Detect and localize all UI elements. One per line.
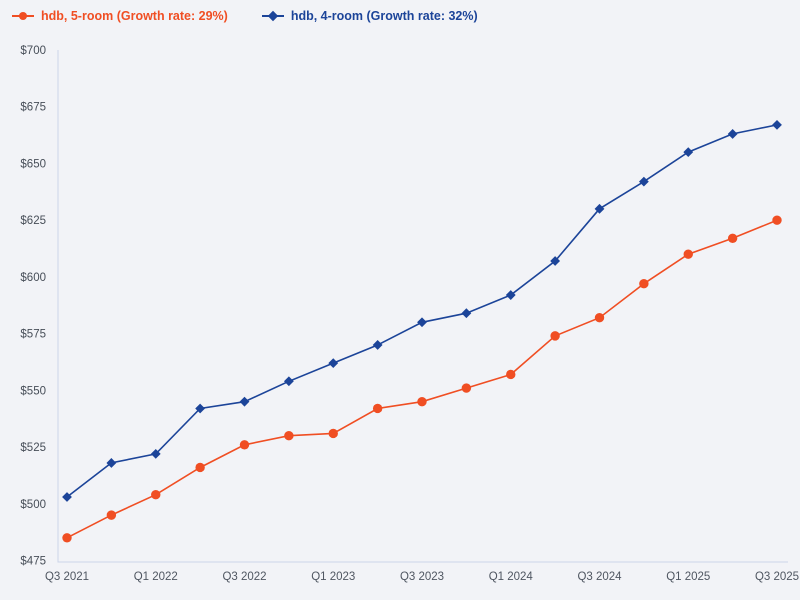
data-point-circle-marker (62, 533, 72, 543)
x-axis-tick-label: Q3 2024 (577, 571, 622, 583)
data-point-diamond-marker (372, 340, 383, 350)
data-point-circle-marker (727, 233, 738, 244)
legend-diamond-marker-icon (261, 10, 284, 22)
data-point-circle-marker (683, 249, 693, 259)
y-axis-tick-label: $700 (20, 45, 46, 57)
data-point-circle-marker (328, 428, 338, 439)
data-point-circle-marker (594, 313, 605, 323)
y-axis-tick-label: $500 (20, 499, 46, 511)
y-axis-tick-label: $650 (20, 158, 46, 170)
data-point-circle-marker (106, 510, 117, 520)
legend-circle-marker-icon (12, 10, 34, 22)
y-axis-tick-label: $600 (20, 272, 46, 284)
data-point-diamond-marker (62, 492, 72, 502)
data-point-diamond-marker (328, 358, 339, 369)
series-line-hdb-4-room (66, 124, 778, 498)
y-axis-tick-label: $525 (20, 442, 46, 454)
chart-legend: hdb, 5-room (Growth rate: 29%) hdb, 4-ro… (12, 9, 478, 23)
x-axis-tick-label: Q3 2023 (400, 571, 444, 583)
data-point-diamond-marker (150, 448, 161, 459)
data-point-diamond-marker (505, 290, 516, 300)
data-point-circle-marker (239, 440, 250, 450)
data-point-diamond-marker (239, 396, 250, 407)
data-point-diamond-marker (106, 458, 117, 468)
data-point-diamond-marker (594, 203, 605, 214)
y-axis-tick-label: $575 (20, 329, 46, 341)
data-point-diamond-marker (283, 376, 294, 387)
x-axis-tick-label: Q1 2023 (311, 571, 355, 583)
x-axis-tick-label: Q3 2022 (222, 571, 266, 583)
axis-lines (57, 50, 788, 563)
x-axis-tick-label: Q1 2024 (489, 571, 534, 583)
data-point-diamond-marker (772, 119, 782, 130)
legend-label-hdb-4-room: hdb, 4-room (Growth rate: 32%) (290, 9, 478, 23)
data-point-diamond-marker (683, 147, 694, 157)
data-point-diamond-marker (461, 308, 472, 319)
x-axis-tick-label: Q1 2022 (134, 571, 178, 583)
x-axis-tick-label: Q3 2021 (45, 571, 89, 583)
y-axis-tick-label: $475 (20, 556, 46, 568)
y-axis-tick-label: $550 (20, 385, 46, 397)
data-point-diamond-marker (195, 403, 206, 414)
x-axis-tick-label: Q1 2025 (666, 571, 710, 583)
legend-item-hdb-5-room[interactable]: hdb, 5-room (Growth rate: 29%) (12, 9, 228, 23)
data-point-circle-marker (639, 278, 649, 289)
data-point-diamond-marker (417, 317, 427, 328)
y-axis-tick-label: $625 (20, 215, 46, 227)
data-point-circle-marker (506, 369, 516, 380)
data-point-diamond-marker (727, 129, 738, 139)
data-point-diamond-marker (638, 176, 649, 187)
x-axis-tick-label: Q3 2025 (755, 571, 799, 583)
series-line-hdb-5-room (66, 219, 778, 539)
legend-label-hdb-5-room: hdb, 5-room (Growth rate: 29%) (41, 9, 228, 23)
y-axis-tick-label: $675 (20, 102, 46, 114)
data-point-circle-marker (772, 215, 782, 225)
data-point-circle-marker (461, 383, 472, 393)
data-point-diamond-marker (550, 256, 561, 266)
data-point-circle-marker (372, 403, 383, 414)
data-point-circle-marker (550, 331, 560, 341)
data-point-circle-marker (417, 396, 427, 407)
data-point-circle-marker (284, 431, 294, 441)
data-point-circle-marker (195, 462, 205, 473)
legend-item-hdb-4-room[interactable]: hdb, 4-room (Growth rate: 32%) (261, 9, 478, 23)
data-point-circle-marker (151, 490, 161, 500)
